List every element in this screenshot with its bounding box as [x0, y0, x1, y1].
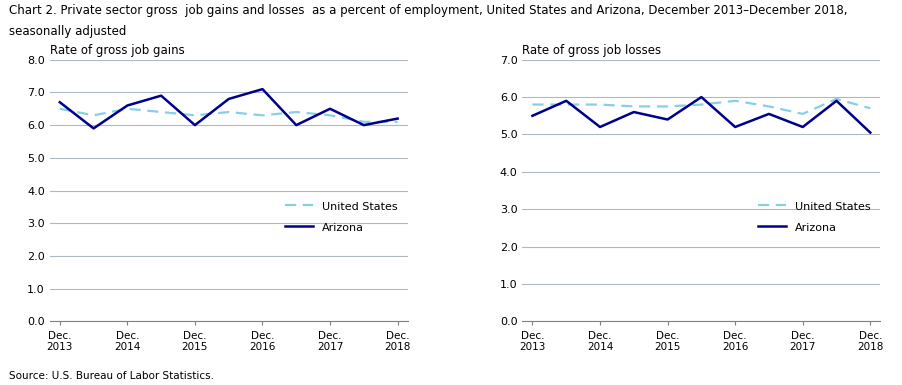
Text: Source: U.S. Bureau of Labor Statistics.: Source: U.S. Bureau of Labor Statistics.: [9, 371, 214, 381]
Legend: United States, Arizona: United States, Arizona: [753, 196, 874, 238]
Arizona: [155, 94, 166, 98]
Line: United States: United States: [532, 99, 870, 114]
United States: [864, 106, 875, 110]
United States: [189, 113, 200, 118]
Arizona: [88, 126, 99, 131]
Line: Arizona: Arizona: [60, 89, 397, 128]
United States: [830, 97, 841, 101]
Text: seasonally adjusted: seasonally adjusted: [9, 25, 126, 38]
United States: [763, 104, 774, 109]
Arizona: [661, 117, 672, 122]
Arizona: [594, 125, 604, 129]
United States: [527, 102, 538, 107]
Arizona: [325, 106, 336, 111]
Arizona: [391, 116, 402, 121]
United States: [122, 106, 133, 111]
Arizona: [796, 125, 807, 129]
United States: [695, 102, 706, 107]
Text: Chart 2. Private sector gross  job gains and losses  as a percent of employment,: Chart 2. Private sector gross job gains …: [9, 4, 847, 17]
Text: Rate of gross job gains: Rate of gross job gains: [50, 44, 184, 57]
Arizona: [830, 99, 841, 103]
United States: [290, 110, 301, 114]
Arizona: [628, 110, 639, 114]
United States: [358, 119, 369, 124]
United States: [54, 106, 65, 111]
United States: [594, 102, 604, 107]
Text: Rate of gross job losses: Rate of gross job losses: [521, 44, 661, 57]
Arizona: [189, 123, 200, 127]
United States: [796, 112, 807, 116]
Arizona: [223, 97, 234, 101]
Arizona: [290, 123, 301, 127]
United States: [155, 110, 166, 114]
Arizona: [695, 95, 706, 99]
United States: [257, 113, 268, 118]
Line: Arizona: Arizona: [532, 97, 870, 132]
United States: [729, 99, 740, 103]
United States: [88, 113, 99, 118]
Arizona: [763, 112, 774, 116]
Legend: United States, Arizona: United States, Arizona: [281, 196, 401, 238]
Arizona: [560, 99, 571, 103]
United States: [391, 119, 402, 124]
Arizona: [729, 125, 740, 129]
United States: [223, 110, 234, 114]
Arizona: [54, 100, 65, 105]
Arizona: [257, 87, 268, 92]
Arizona: [122, 103, 133, 108]
United States: [628, 104, 639, 109]
United States: [560, 102, 571, 107]
Line: United States: United States: [60, 109, 397, 122]
United States: [325, 113, 336, 118]
United States: [661, 104, 672, 109]
Arizona: [358, 123, 369, 127]
Arizona: [527, 114, 538, 118]
Arizona: [864, 130, 875, 135]
